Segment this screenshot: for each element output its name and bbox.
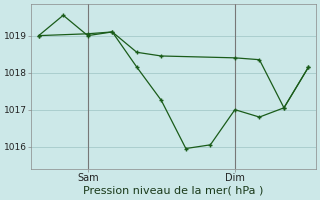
X-axis label: Pression niveau de la mer( hPa ): Pression niveau de la mer( hPa ) — [84, 186, 264, 196]
